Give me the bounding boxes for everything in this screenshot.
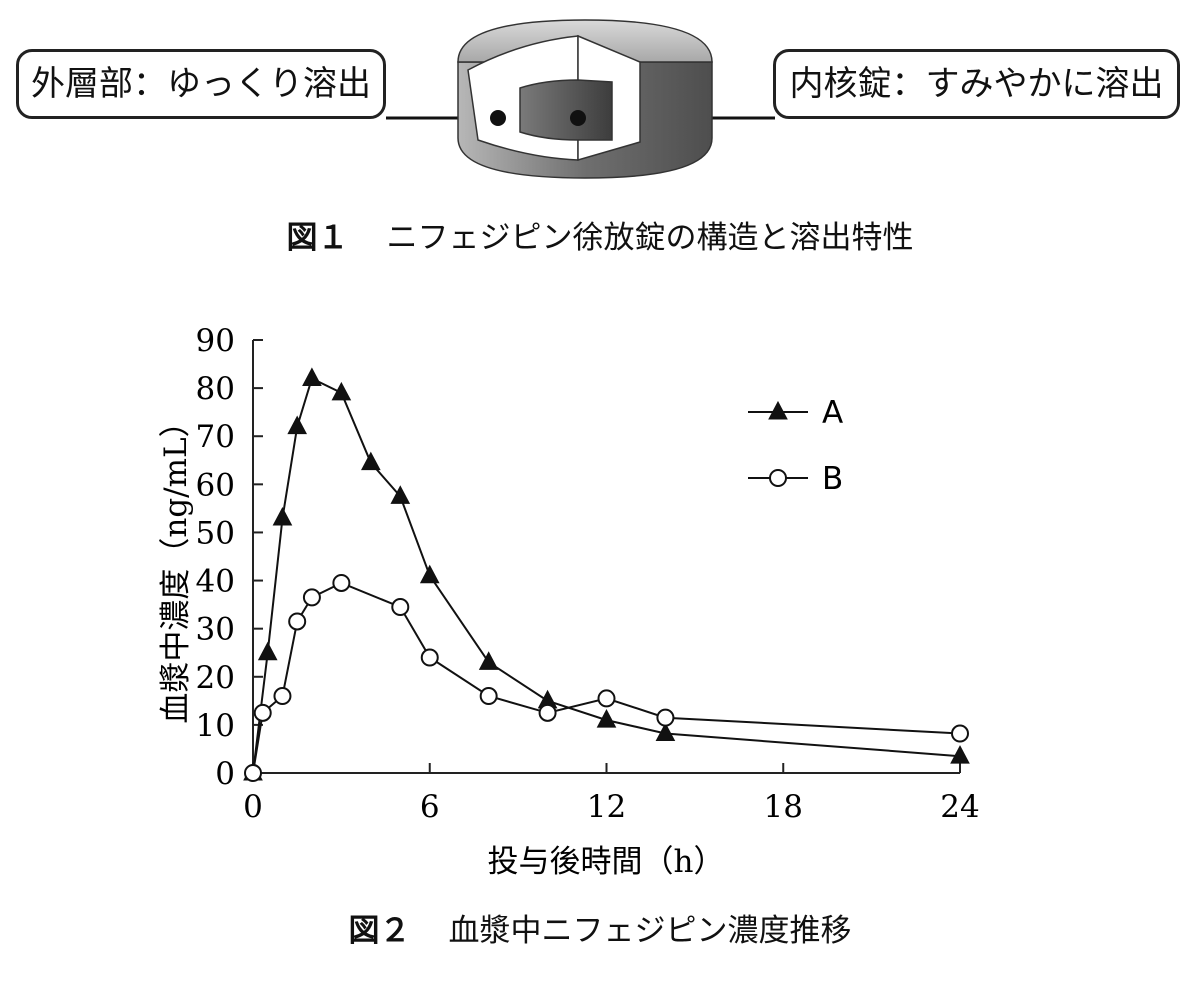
data-point-A [272, 506, 293, 526]
data-point-B [391, 598, 410, 617]
y-tick-label: 30 [196, 612, 235, 648]
figure1-caption-number: 図１ [286, 220, 349, 256]
figure1-caption-text: ニフェジピン徐放錠の構造と溶出特性 [386, 220, 914, 256]
figure2-caption: 図２ 血漿中ニフェジピン濃度推移 [0, 905, 1200, 950]
figure2-caption-number: 図２ [348, 913, 411, 949]
chart-series [243, 367, 970, 782]
y-tick-label: 20 [196, 660, 235, 696]
data-point-A [390, 485, 411, 504]
inner-core-dot [570, 110, 586, 126]
data-point-A [596, 709, 617, 728]
data-point-A [655, 722, 676, 742]
x-tick-label: 24 [940, 789, 979, 825]
y-tick-label: 90 [196, 323, 235, 359]
legend-label-A: A [822, 395, 843, 431]
data-point-B [288, 612, 307, 631]
data-point-A [950, 745, 970, 764]
outer-layer-label: 外層部：ゆっくり溶出 [16, 49, 386, 119]
y-tick-label: 40 [196, 564, 235, 600]
y-tick-label: 50 [196, 515, 235, 551]
data-point-B [479, 687, 498, 706]
x-tick-label: 0 [243, 789, 263, 825]
inner-core-tablet [519, 79, 613, 141]
legend-marker-A [768, 400, 788, 420]
data-point-B [538, 703, 557, 722]
series-line-A [252, 377, 961, 774]
tablet-structure-figure [386, 19, 775, 179]
data-point-B [951, 724, 969, 743]
data-point-A [302, 367, 322, 386]
x-tick-label: 12 [587, 789, 626, 825]
data-point-B [253, 703, 272, 722]
data-point-B [597, 689, 616, 708]
y-tick-label: 70 [196, 419, 235, 455]
series-A [243, 367, 970, 781]
data-point-A [331, 381, 352, 401]
x-axis-label: 投与後時間（h） [488, 844, 725, 880]
data-point-B [244, 764, 262, 782]
y-tick-label: 80 [196, 371, 235, 407]
data-point-B [656, 708, 675, 727]
y-tick-label: 60 [196, 467, 235, 503]
series-B [244, 573, 969, 782]
figure2-caption-text: 血漿中ニフェジピン濃度推移 [448, 913, 852, 949]
inner-core-label: 内核錠：すみやかに溶出 [773, 49, 1180, 119]
legend-marker-B [769, 469, 787, 487]
data-point-B [273, 687, 292, 706]
data-point-B [302, 588, 321, 607]
y-axis-label: 血漿中濃度（ng/mL） [158, 406, 194, 723]
legend-label-B: B [822, 461, 843, 497]
series-line-B [252, 581, 961, 774]
figure1-caption: 図１ ニフェジピン徐放錠の構造と溶出特性 [0, 212, 1200, 257]
x-tick-label: 6 [420, 789, 440, 825]
data-point-B [420, 648, 439, 667]
data-point-A [257, 641, 278, 661]
outer-layer-dot [490, 110, 506, 126]
chart-ticks: 0 10 20 30 40 50 60 70 80 90 0 6 12 18 24 [196, 323, 980, 825]
y-tick-label: 10 [196, 708, 235, 744]
data-point-B [332, 573, 351, 592]
data-point-A [419, 564, 440, 584]
data-point-A [361, 451, 381, 471]
y-tick-label: 0 [215, 756, 235, 792]
chart-legend: AB [748, 395, 843, 497]
data-point-A [287, 415, 308, 435]
x-tick-label: 18 [764, 789, 803, 825]
data-point-A [478, 651, 499, 670]
chart-axes [252, 340, 960, 774]
